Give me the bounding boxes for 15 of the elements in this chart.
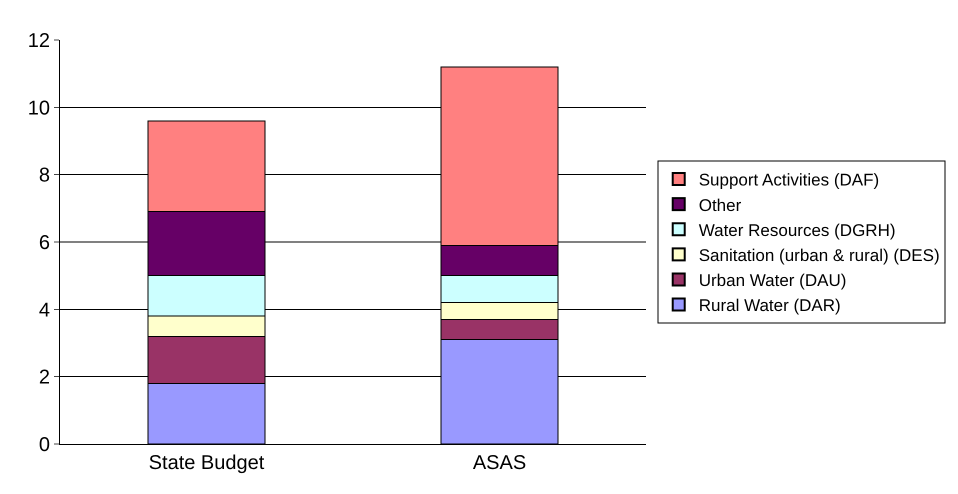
y-tick-label: 8 bbox=[38, 164, 50, 187]
y-tick-label: 12 bbox=[28, 30, 50, 52]
legend-label: Other bbox=[698, 196, 742, 215]
legend-label: Sanitation (urban & rural) (DES) bbox=[698, 246, 940, 265]
legend-label: Rural Water (DAR) bbox=[698, 296, 841, 316]
y-tick-label: 2 bbox=[38, 366, 50, 389]
y-tick-label: 0 bbox=[38, 434, 50, 456]
x-tick-label: State Budget bbox=[148, 452, 265, 474]
legend-label: Urban Water (DAU) bbox=[698, 271, 846, 290]
x-tick-label: ASAS bbox=[472, 452, 526, 474]
y-tick-label: 10 bbox=[28, 97, 50, 120]
legend-label: Water Resources (DGRH) bbox=[698, 220, 896, 240]
y-tick-label: 4 bbox=[38, 299, 50, 322]
y-tick-label: 6 bbox=[38, 232, 50, 254]
legend-label: Support Activities (DAF) bbox=[698, 170, 880, 190]
